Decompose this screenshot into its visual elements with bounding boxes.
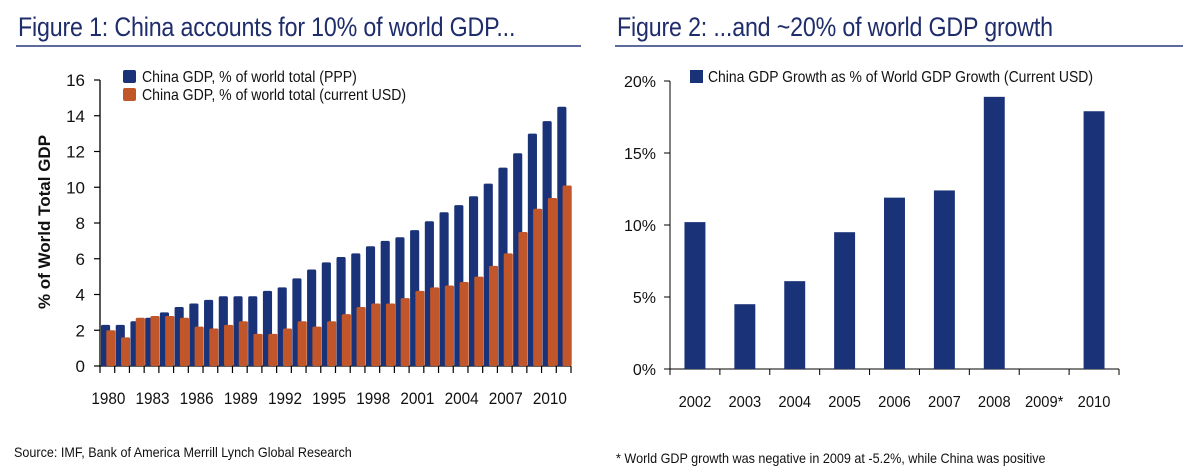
footnote-2009: * World GDP growth was negative in 2009 … bbox=[616, 450, 1046, 466]
figure-2-y-tick-label: 0% bbox=[633, 362, 656, 379]
legend-swatch-ppp bbox=[123, 70, 136, 83]
figure-1-y-tick-label: 16 bbox=[66, 71, 85, 90]
usd-bar bbox=[327, 321, 337, 366]
usd-bar bbox=[547, 197, 557, 366]
usd-bar bbox=[444, 285, 454, 366]
usd-bar bbox=[121, 337, 131, 366]
figure-1-x-tick-label: 1989 bbox=[224, 389, 258, 408]
growth-bar bbox=[884, 197, 905, 369]
figure-1-y-tick-label: 12 bbox=[66, 143, 85, 162]
usd-bar bbox=[503, 253, 513, 366]
usd-bar bbox=[459, 281, 469, 366]
growth-bar bbox=[983, 96, 1005, 369]
growth-bar bbox=[1083, 111, 1105, 370]
legend-swatch-usd bbox=[123, 88, 136, 101]
legend-label-ppp: China GDP, % of world total (PPP) bbox=[142, 68, 357, 86]
usd-bar bbox=[518, 231, 528, 366]
figure-1-x-tick-label: 1986 bbox=[180, 389, 214, 408]
usd-bar bbox=[165, 315, 175, 366]
figure-2-y-tick-label: 15% bbox=[624, 146, 656, 163]
usd-bar bbox=[385, 303, 396, 366]
growth-bar bbox=[734, 304, 756, 369]
figure-2-y-tick-label: 20% bbox=[624, 74, 656, 91]
figure-1-x-tick-label: 1983 bbox=[136, 389, 170, 408]
figure-2-x-tick-label: 2009* bbox=[1025, 393, 1063, 411]
usd-bar bbox=[430, 287, 440, 366]
figure-2-x-tick-label: 2007 bbox=[928, 393, 961, 411]
usd-bar bbox=[371, 303, 381, 366]
usd-bar bbox=[562, 185, 572, 366]
growth-bar bbox=[834, 232, 856, 369]
usd-bar bbox=[253, 333, 263, 366]
usd-bar bbox=[179, 317, 190, 366]
usd-bar bbox=[297, 321, 307, 366]
figure-1-x-tick-label: 2001 bbox=[400, 389, 434, 408]
growth-bar bbox=[684, 222, 706, 369]
source-note: Source: IMF, Bank of America Merrill Lyn… bbox=[14, 444, 352, 460]
figure-2-chart: 0% 5% 10% 15% 20% 2002 2003 2004 2005 2006 2007 200… bbox=[624, 69, 1120, 411]
usd-bar bbox=[135, 317, 145, 366]
figure-2-x-tick-label: 2006 bbox=[878, 393, 911, 411]
usd-bar bbox=[282, 328, 293, 366]
growth-bar bbox=[933, 190, 955, 369]
figure-2-x-tick-label: 2008 bbox=[978, 393, 1011, 411]
figure-1-x-tick-label: 2010 bbox=[533, 389, 567, 408]
figure-1-y-tick-label: 14 bbox=[66, 107, 85, 126]
usd-bar bbox=[488, 265, 499, 366]
figure-2-y-tick-label: 5% bbox=[633, 290, 656, 307]
legend-label-usd: China GDP, % of world total (current USD… bbox=[142, 86, 406, 104]
figure-1-y-axis-label: % of World Total GDP bbox=[35, 135, 54, 309]
figure-1-chart: 0 2 4 6 8 10 12 14 16 1980 1983 1986 1989 1992 1995 199… bbox=[35, 68, 572, 408]
figure-1-y-tick-label: 8 bbox=[76, 214, 85, 233]
usd-bar bbox=[312, 326, 322, 366]
usd-bar bbox=[106, 330, 116, 366]
figure-2-x-tick-label: 2004 bbox=[778, 393, 811, 411]
usd-bar bbox=[209, 328, 219, 366]
figure-1-y-tick-label: 0 bbox=[76, 357, 85, 376]
legend-swatch-growth bbox=[690, 70, 703, 83]
figure-1-y-tick-label: 2 bbox=[76, 321, 85, 340]
usd-bar bbox=[238, 321, 248, 366]
usd-bar bbox=[150, 315, 160, 366]
figure-1-x-tick-label: 2007 bbox=[489, 389, 523, 408]
usd-bar bbox=[415, 290, 425, 366]
usd-bar bbox=[194, 326, 204, 366]
figure-1-x-tick-label: 1980 bbox=[91, 389, 125, 408]
usd-bar bbox=[356, 307, 366, 366]
figure-1-y-tick-label: 10 bbox=[66, 178, 85, 197]
legend-label-growth: China GDP Growth as % of World GDP Growt… bbox=[708, 69, 1093, 86]
usd-bar bbox=[474, 276, 484, 367]
figure-1-y-tick-label: 4 bbox=[76, 286, 85, 305]
figure-2-x-tick-label: 2003 bbox=[728, 393, 761, 411]
figure-1-y-tick-label: 6 bbox=[76, 250, 85, 269]
growth-bar bbox=[784, 281, 806, 369]
usd-bar bbox=[341, 314, 351, 366]
figure-1-x-tick-label: 2004 bbox=[445, 389, 479, 408]
figure-1-title-rule bbox=[16, 45, 581, 47]
figure-2-x-tick-label: 2010 bbox=[1078, 393, 1111, 411]
figure-1-x-tick-label: 1995 bbox=[312, 389, 346, 408]
usd-bar bbox=[268, 333, 278, 366]
usd-bar bbox=[400, 298, 410, 366]
usd-bar bbox=[533, 208, 543, 366]
figure-1-x-tick-label: 1992 bbox=[268, 389, 302, 408]
figure-2-title-rule bbox=[615, 45, 1183, 47]
figure-2-title: Figure 2: ...and ~20% of world GDP growt… bbox=[617, 12, 1053, 42]
usd-bar bbox=[224, 324, 234, 366]
figure-2-x-tick-label: 2002 bbox=[679, 393, 712, 411]
figure-1-title: Figure 1: China accounts for 10% of worl… bbox=[18, 12, 516, 42]
figure-2-y-tick-label: 10% bbox=[624, 218, 656, 235]
figure-1-x-tick-label: 1998 bbox=[356, 389, 390, 408]
figure-2-x-tick-label: 2005 bbox=[828, 393, 861, 411]
